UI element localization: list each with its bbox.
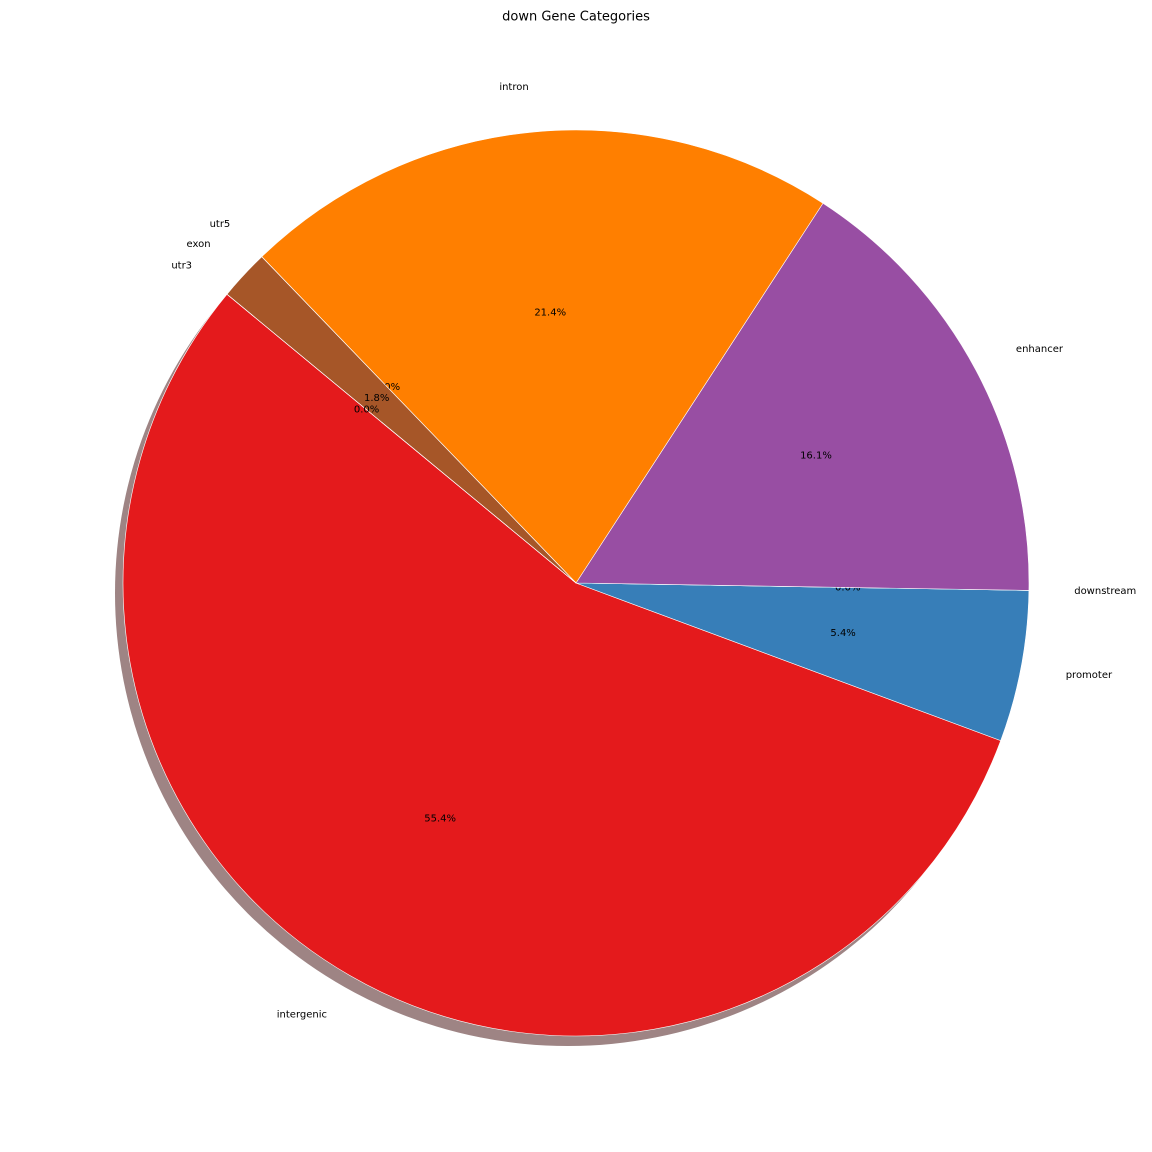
- slice-label: downstream: [1074, 586, 1136, 597]
- pie-slice: [575, 202, 1030, 591]
- slice-label: enhancer: [1016, 344, 1064, 355]
- slice-label: utr5: [210, 219, 231, 230]
- pct-label: 21.4%: [534, 307, 566, 318]
- pct-label: 1.8%: [364, 393, 389, 404]
- pie-slice: [261, 129, 824, 584]
- slice-label: intergenic: [277, 1010, 327, 1021]
- slice-label: exon: [187, 239, 211, 250]
- slice-label: utr3: [171, 260, 192, 271]
- slice-label: intron: [499, 82, 528, 93]
- pct-label: 16.1%: [800, 450, 832, 461]
- pie-slice: [122, 293, 1002, 1037]
- pie-slice: [575, 582, 1030, 741]
- pct-label: 0.0%: [354, 405, 379, 416]
- pct-label: 5.4%: [830, 628, 855, 639]
- chart-title: down Gene Categories: [502, 10, 650, 25]
- pct-label: 55.4%: [424, 813, 456, 824]
- pct-label: 0.0%: [835, 582, 860, 593]
- pie-slice: [226, 294, 577, 584]
- slice-label: promoter: [1066, 670, 1113, 681]
